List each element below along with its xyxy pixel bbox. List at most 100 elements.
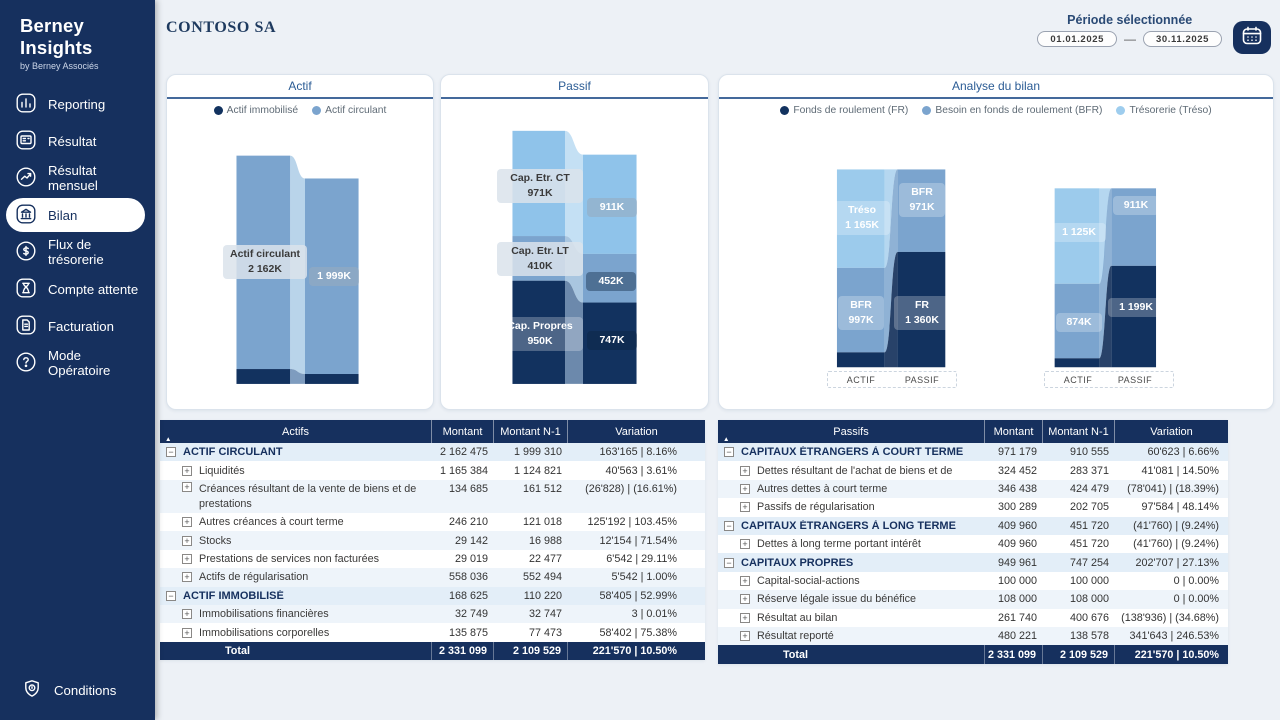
sidebar-item-resultat-mensuel[interactable]: Résultat mensuel xyxy=(6,161,145,195)
collapse-icon[interactable] xyxy=(724,447,734,458)
bar-fr-passif-1[interactable] xyxy=(897,251,946,368)
bar-cap-etr-lt-prev[interactable] xyxy=(582,253,637,303)
column-header[interactable]: Montant xyxy=(985,420,1043,443)
sidebar-item-reporting[interactable]: Reporting xyxy=(6,87,145,121)
ribbon-fr-2 xyxy=(1099,265,1112,368)
column-header[interactable]: Variation xyxy=(1150,425,1193,438)
calendar-button[interactable] xyxy=(1233,21,1271,54)
expand-icon[interactable] xyxy=(740,465,750,476)
column-header[interactable]: Variation xyxy=(615,425,658,438)
expand-icon[interactable] xyxy=(182,481,192,492)
bar-label: Cap. Etr. CT 971K xyxy=(497,169,583,204)
column-header[interactable]: Actifs xyxy=(282,425,309,438)
bar-treso-actif-1[interactable] xyxy=(836,169,885,268)
expand-icon[interactable] xyxy=(740,594,750,605)
legend-item[interactable]: Actif immobilisé xyxy=(213,105,298,116)
expand-icon[interactable] xyxy=(740,631,750,642)
bar-bfr-passif-2[interactable] xyxy=(1111,188,1157,266)
expand-icon[interactable] xyxy=(740,483,750,494)
collapse-icon[interactable] xyxy=(724,520,734,531)
table-row[interactable]: CAPITAUX ÉTRANGERS À LONG TERME 409 9604… xyxy=(718,516,1228,535)
expand-icon[interactable] xyxy=(182,465,192,476)
expand-icon[interactable] xyxy=(182,535,192,546)
expand-icon[interactable] xyxy=(740,502,750,513)
sort-ascending-icon[interactable] xyxy=(723,436,729,443)
analyse-flow-chart[interactable] xyxy=(719,75,1273,409)
bar-bfr-passif-1[interactable] xyxy=(897,169,946,252)
sidebar-item-mode-operatoire[interactable]: Mode Opératoire xyxy=(6,346,145,380)
column-header[interactable]: Montant N-1 xyxy=(1043,420,1115,443)
bar-fr-actif-2[interactable] xyxy=(1054,358,1100,368)
bar-treso-actif-2[interactable] xyxy=(1054,188,1100,284)
table-row[interactable]: Dettes résultant de l'achat de biens et … xyxy=(718,461,1228,479)
bar-bfr-actif-2[interactable] xyxy=(1054,283,1100,359)
period-start-input[interactable]: 01.01.2025 xyxy=(1037,31,1117,47)
sidebar-item-compte-attente[interactable]: Compte attente xyxy=(6,272,145,306)
question-circle-icon xyxy=(15,351,37,376)
expand-icon[interactable] xyxy=(182,572,192,583)
page-title: CONTOSO SA xyxy=(166,19,277,36)
expand-icon[interactable] xyxy=(182,554,192,565)
table-row[interactable]: Prestations de services non facturées 29… xyxy=(160,550,705,568)
brand: Berney Insights by Berney Associés xyxy=(0,0,155,71)
legend-item[interactable]: Fonds de roulement (FR) xyxy=(780,105,908,116)
bar-label: 452K xyxy=(586,272,636,292)
period-end-input[interactable]: 30.11.2025 xyxy=(1142,31,1222,47)
collapse-icon[interactable] xyxy=(166,590,176,601)
collapse-icon[interactable] xyxy=(166,447,176,458)
legend-item[interactable]: Besoin en fonds de roulement (BFR) xyxy=(922,105,1102,116)
brand-title: Berney Insights xyxy=(20,15,93,58)
bar-bfr-actif-1[interactable] xyxy=(836,267,885,353)
sidebar-item-resultat[interactable]: Résultat xyxy=(6,124,145,158)
legend-item[interactable]: Trésorerie (Tréso) xyxy=(1116,105,1212,116)
sidebar-item-label: Mode Opératoire xyxy=(48,348,111,378)
bar-fr-actif-1[interactable] xyxy=(836,352,885,368)
table-row[interactable]: Réserve légale issue du bénéfice 108 000… xyxy=(718,590,1228,609)
table-row[interactable]: Autres créances à court terme 246 210121… xyxy=(160,513,705,531)
expand-icon[interactable] xyxy=(740,539,750,550)
column-header[interactable]: Passifs xyxy=(833,425,869,438)
expand-icon[interactable] xyxy=(740,612,750,623)
expand-icon[interactable] xyxy=(182,517,192,528)
bar-label: 1 199K xyxy=(1108,298,1164,318)
sidebar-item-facturation[interactable]: Facturation xyxy=(6,309,145,343)
sidebar-item-bilan[interactable]: Bilan xyxy=(6,198,145,232)
bar-actif-immobilise-current[interactable] xyxy=(236,369,291,384)
column-header[interactable]: Montant N-1 xyxy=(494,420,568,443)
legend-item[interactable]: Actif circulant xyxy=(312,105,386,116)
bar-cap-propres-current[interactable] xyxy=(512,280,566,384)
sort-ascending-icon[interactable] xyxy=(165,436,171,443)
column-header[interactable]: Montant xyxy=(432,420,494,443)
sidebar-item-label: Résultat xyxy=(48,133,97,149)
table-row[interactable]: Dettes à long terme portant intérêt 409 … xyxy=(718,535,1228,553)
bar-cap-propres-prev[interactable] xyxy=(582,302,637,384)
bar-label: 911K xyxy=(1113,196,1159,216)
passifs-table-header: Passifs Montant Montant N-1 Variation xyxy=(718,420,1228,443)
expand-icon[interactable] xyxy=(740,575,750,586)
actifs-table: Actifs Montant Montant N-1 Variation ACT… xyxy=(160,420,705,661)
sidebar-item-flux-de-tresorerie[interactable]: Flux de trésorerie xyxy=(6,235,145,269)
table-row[interactable]: CAPITAUX ÉTRANGERS À COURT TERME 971 179… xyxy=(718,443,1228,462)
collapse-icon[interactable] xyxy=(724,557,734,568)
period-separator: — xyxy=(1123,32,1136,46)
bar-fr-passif-2[interactable] xyxy=(1111,265,1157,368)
expand-icon[interactable] xyxy=(182,627,192,638)
bar-actif-immobilise-prev[interactable] xyxy=(304,374,359,384)
actif-flow-chart[interactable] xyxy=(167,75,433,409)
table-row[interactable]: Créances résultant de la vente de biens … xyxy=(160,479,705,514)
expand-icon[interactable] xyxy=(182,609,192,620)
sidebar-item-conditions[interactable]: Conditions xyxy=(12,673,135,707)
